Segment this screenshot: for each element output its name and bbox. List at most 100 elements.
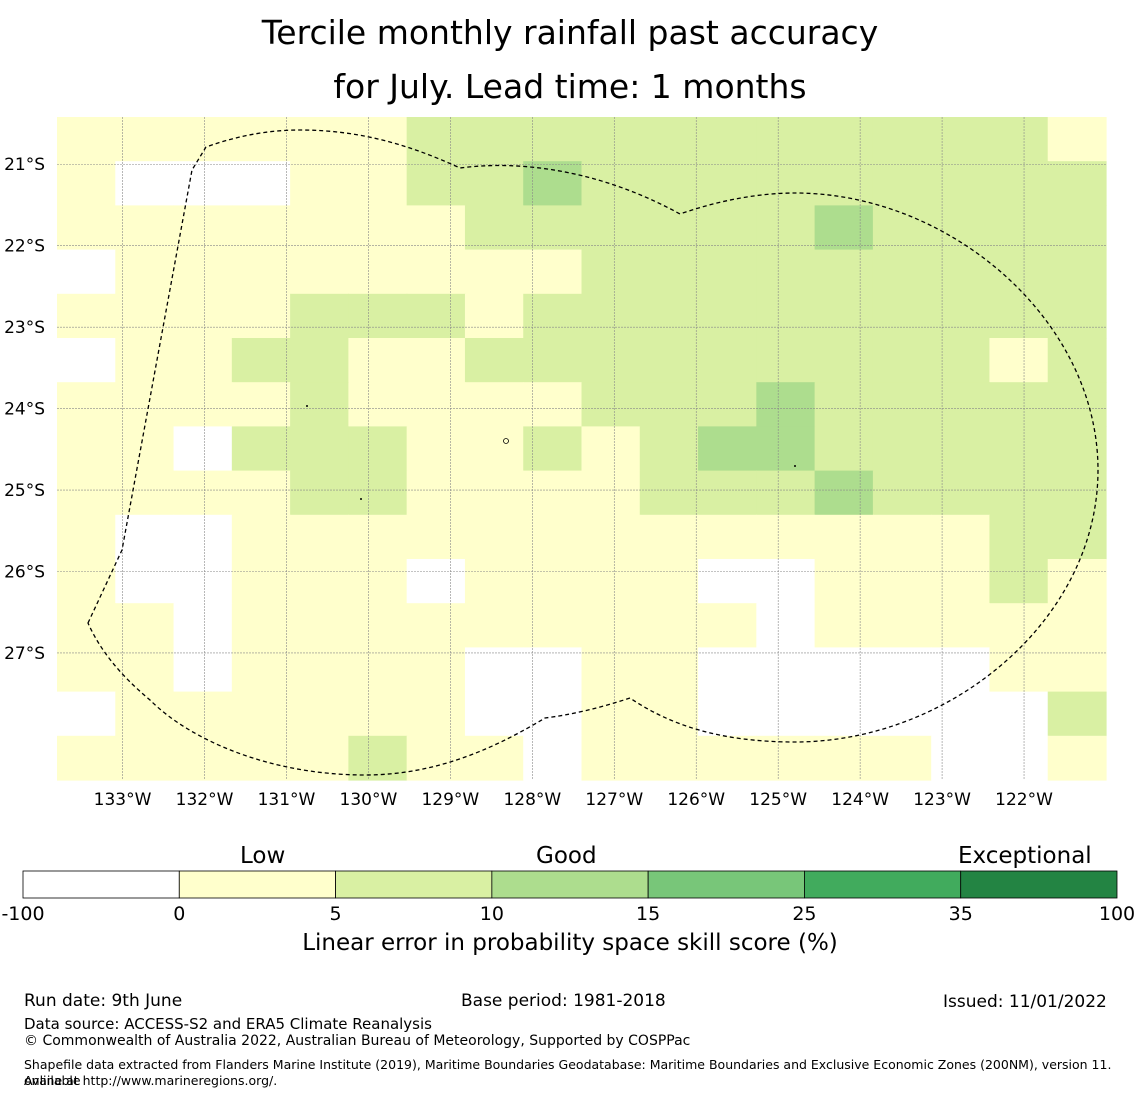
longitude-label: 123°W: [913, 790, 971, 810]
skill-cell: [814, 117, 874, 162]
latitude-labels: 21°S 22°S 23°S 24°S 25°S 26°S 27°S: [4, 155, 45, 664]
island-marker: [360, 498, 362, 500]
skill-cell: [872, 205, 932, 251]
skill-cell: [173, 691, 233, 737]
skill-cell: [523, 514, 583, 560]
skill-cell: [348, 338, 408, 383]
skill-cell: [57, 603, 116, 648]
skill-cell: [406, 338, 466, 383]
longitude-label: 126°W: [667, 790, 725, 810]
skill-cell: [115, 514, 175, 560]
skill-cell: [814, 338, 874, 383]
skill-cell: [989, 117, 1049, 162]
skill-cell: [464, 514, 524, 560]
skill-cell: [931, 559, 991, 604]
skill-cell: [464, 249, 524, 295]
skill-cell: [1047, 205, 1107, 251]
skill-cell: [523, 603, 583, 648]
skill-cell: [756, 559, 816, 604]
skill-cell: [581, 382, 641, 427]
skill-cell: [756, 205, 816, 251]
colorbar-tick-label: 0: [173, 903, 185, 925]
skill-cell: [523, 293, 583, 339]
skill-cell: [173, 735, 233, 781]
shapefile-credit-line-1: Shapefile data extracted from Flanders M…: [24, 1057, 1112, 1088]
skill-cell: [348, 735, 408, 781]
skill-cell: [57, 293, 116, 339]
skill-cell: [872, 161, 932, 206]
skill-cell: [231, 514, 291, 560]
skill-cell: [406, 382, 466, 427]
colorbar-tick-label: 10: [480, 903, 504, 925]
skill-cell: [57, 338, 116, 383]
skill-cell: [57, 470, 116, 516]
skill-cell: [348, 249, 408, 295]
skill-cell: [523, 382, 583, 427]
latitude-label: 21°S: [4, 155, 45, 175]
skill-cell: [698, 514, 757, 560]
skill-cell: [115, 647, 175, 693]
skill-cell: [989, 470, 1049, 516]
skill-cell: [1047, 647, 1107, 693]
skill-cell: [406, 249, 466, 295]
skill-cell: [814, 293, 874, 339]
skill-cell: [581, 647, 641, 693]
latitude-label: 24°S: [4, 400, 45, 420]
skill-cell: [523, 117, 583, 162]
skill-cell: [814, 735, 874, 781]
data-source: Data source: ACCESS-S2 and ERA5 Climate …: [24, 1015, 432, 1033]
skill-cell: [698, 338, 757, 383]
graticule: [57, 117, 1106, 780]
skill-cell: [348, 514, 408, 560]
skill-cell: [523, 559, 583, 604]
skill-cell: [931, 514, 991, 560]
skill-cell: [406, 161, 466, 206]
longitude-label: 122°W: [995, 790, 1053, 810]
skill-cell: [231, 691, 291, 737]
skill-cell: [173, 426, 233, 472]
colorbar-ticks: -100 0 5 10 15 25 35 100: [1, 903, 1135, 925]
skill-cell: [581, 117, 641, 162]
skill-cell: [931, 117, 991, 162]
skill-cell: [639, 161, 699, 206]
skill-cell: [756, 603, 816, 648]
skill-cell: [406, 735, 466, 781]
skill-cell: [581, 205, 641, 251]
skill-cell: [698, 382, 757, 427]
title-line-1: Tercile monthly rainfall past accuracy: [261, 13, 879, 52]
skill-cell: [989, 161, 1049, 206]
skill-cell: [1047, 426, 1107, 472]
latitude-label: 22°S: [4, 237, 45, 257]
skill-cell: [1047, 603, 1107, 648]
skill-cell: [523, 338, 583, 383]
skill-cell: [231, 647, 291, 693]
skill-cell: [406, 205, 466, 251]
longitude-label: 128°W: [503, 790, 561, 810]
skill-cell: [989, 559, 1049, 604]
skill-cell: [872, 647, 932, 693]
skill-cell: [231, 205, 291, 251]
skill-cell: [231, 603, 291, 648]
shapefile-credit-line-2: online at http://www.marineregions.org/.: [24, 1073, 278, 1088]
skill-cell: [989, 514, 1049, 560]
skill-cell: [872, 382, 932, 427]
longitude-label: 131°W: [258, 790, 316, 810]
skill-cell: [173, 117, 233, 162]
skill-cell: [989, 647, 1049, 693]
colorbar: [22, 870, 1118, 899]
skill-cell: [639, 382, 699, 427]
skill-cell: [756, 735, 816, 781]
skill-cell: [756, 691, 816, 737]
skill-cell: [989, 735, 1049, 781]
skill-cell: [1047, 735, 1107, 781]
skill-cell: [231, 338, 291, 383]
skill-cell: [348, 161, 408, 206]
skill-cell: [756, 382, 816, 427]
longitude-labels: 133°W 132°W 131°W 130°W 129°W 128°W 127°W 126°W…: [94, 790, 1053, 810]
skill-cell: [639, 470, 699, 516]
skill-cell: [756, 161, 816, 206]
skill-cell: [1047, 249, 1107, 295]
skill-cell: [872, 514, 932, 560]
skill-cell: [756, 514, 816, 560]
skill-cell: [464, 559, 524, 604]
